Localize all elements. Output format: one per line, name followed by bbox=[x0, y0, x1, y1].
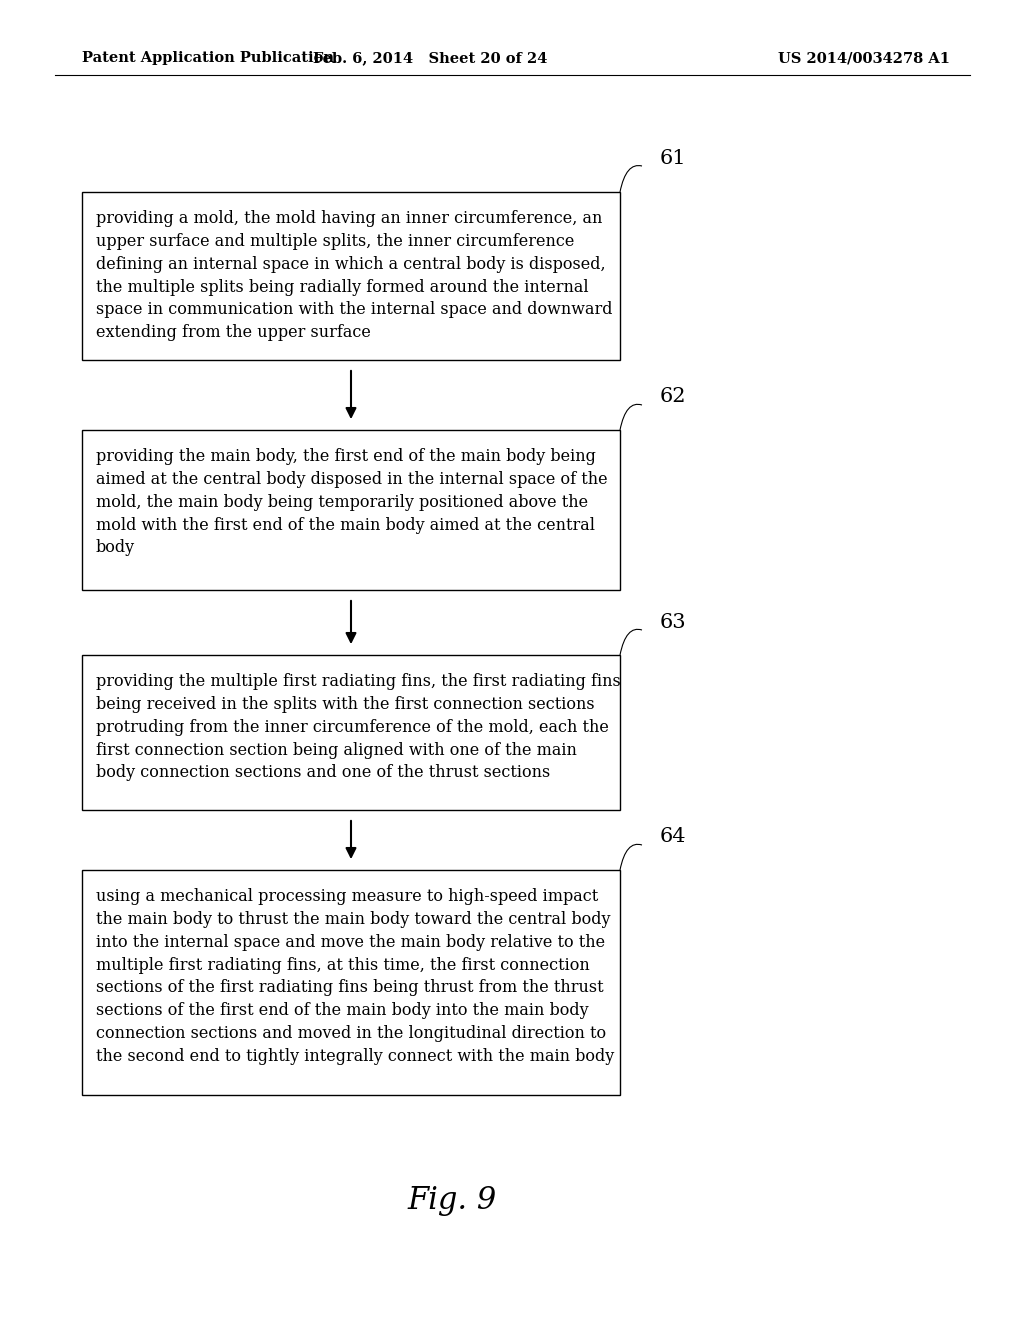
Text: Feb. 6, 2014   Sheet 20 of 24: Feb. 6, 2014 Sheet 20 of 24 bbox=[312, 51, 547, 65]
Text: 64: 64 bbox=[660, 828, 686, 846]
Bar bbox=[82, 870, 620, 1096]
Bar bbox=[82, 430, 620, 590]
Text: 63: 63 bbox=[660, 612, 687, 631]
Text: providing a mold, the mold having an inner circumference, an
upper surface and m: providing a mold, the mold having an inn… bbox=[96, 210, 612, 342]
Text: US 2014/0034278 A1: US 2014/0034278 A1 bbox=[778, 51, 950, 65]
Text: Patent Application Publication: Patent Application Publication bbox=[82, 51, 334, 65]
Text: using a mechanical processing measure to high-speed impact
the main body to thru: using a mechanical processing measure to… bbox=[96, 888, 614, 1065]
Bar bbox=[82, 191, 620, 360]
Bar bbox=[82, 655, 620, 810]
Text: providing the multiple first radiating fins, the first radiating fins
being rece: providing the multiple first radiating f… bbox=[96, 673, 621, 781]
Text: 62: 62 bbox=[660, 388, 686, 407]
Text: Fig. 9: Fig. 9 bbox=[408, 1184, 497, 1216]
Text: 61: 61 bbox=[660, 149, 687, 168]
Text: providing the main body, the first end of the main body being
aimed at the centr: providing the main body, the first end o… bbox=[96, 447, 607, 557]
